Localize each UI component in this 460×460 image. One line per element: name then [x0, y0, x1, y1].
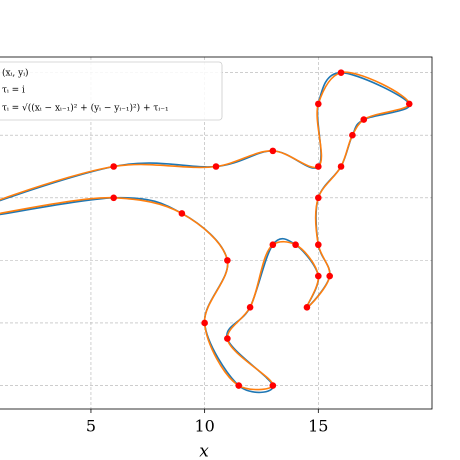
data-point	[235, 382, 243, 389]
data-point	[269, 382, 277, 389]
data-point	[315, 194, 322, 202]
data-point	[349, 131, 356, 139]
data-point	[224, 335, 231, 342]
x-tick-label: 5	[86, 417, 96, 436]
legend-box	[0, 61, 223, 121]
data-point	[224, 257, 231, 264]
grid	[0, 57, 432, 409]
data-point	[315, 163, 322, 170]
x-tick-label: 15	[308, 417, 328, 436]
data-point	[326, 272, 333, 280]
data-point	[337, 69, 345, 76]
data-point	[292, 241, 299, 249]
data-point	[337, 163, 345, 170]
data-point	[315, 100, 322, 108]
x-axis-label: x	[199, 442, 209, 460]
legend-label: (xᵢ, yᵢ)	[2, 68, 29, 79]
data-point	[246, 304, 254, 311]
legend-label: τᵢ = i	[2, 86, 25, 96]
data-point	[315, 241, 322, 249]
data-point	[303, 304, 311, 311]
axes-frame	[0, 56, 433, 410]
ticks: 5 10 15	[86, 409, 328, 436]
data-point	[110, 163, 117, 170]
data-point	[201, 319, 208, 327]
data-point	[360, 116, 368, 123]
data-point	[315, 272, 322, 280]
plot-area	[0, 69, 413, 394]
data-point	[178, 210, 186, 217]
data-point	[405, 100, 413, 108]
data-point	[212, 163, 220, 170]
legend: (xᵢ, yᵢ) τᵢ = i τᵢ = √((xᵢ − xᵢ₋₁)² + (y…	[0, 61, 223, 121]
data-point	[110, 194, 117, 202]
legend-label: τᵢ = √((xᵢ − xᵢ₋₁)² + (yᵢ − yᵢ₋₁)²) + τᵢ…	[2, 103, 169, 114]
x-tick-label: 10	[194, 417, 214, 436]
data-point	[269, 241, 277, 249]
data-point	[269, 147, 277, 155]
